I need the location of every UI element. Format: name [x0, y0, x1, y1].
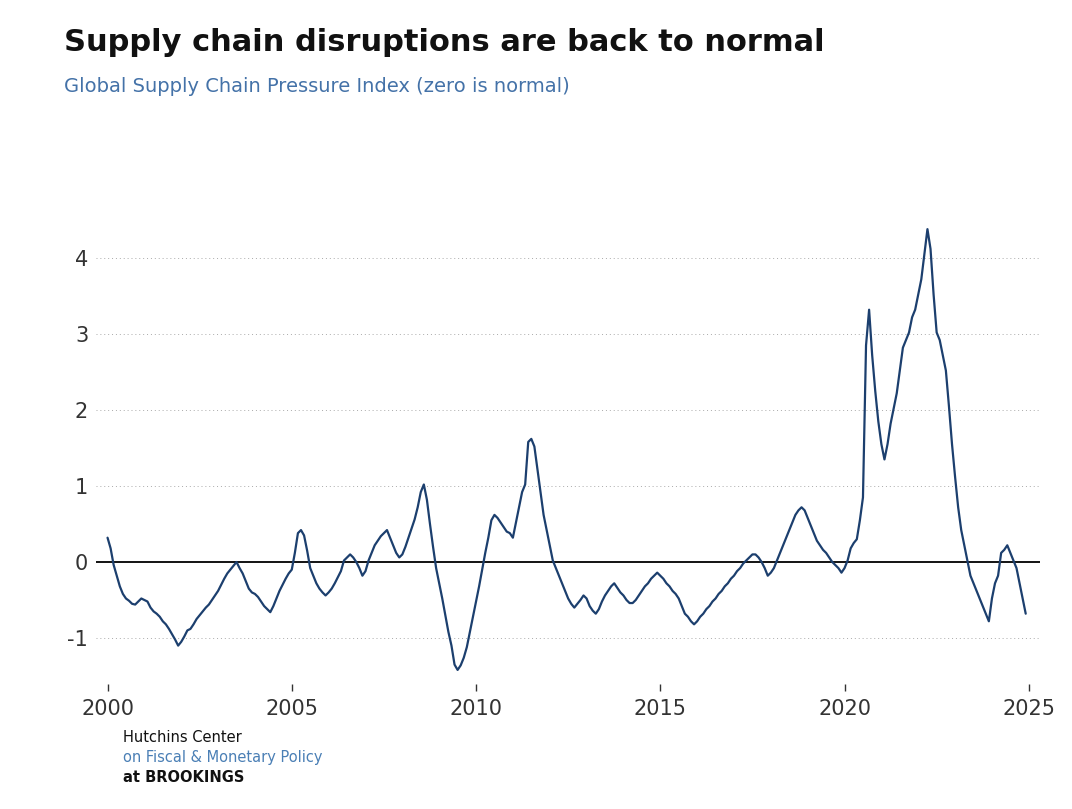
Text: Global Supply Chain Pressure Index (zero is normal): Global Supply Chain Pressure Index (zero… [64, 77, 570, 95]
Text: Supply chain disruptions are back to normal: Supply chain disruptions are back to nor… [64, 28, 825, 57]
Bar [76, 773, 90, 788]
Bar [58, 743, 108, 751]
Bar [58, 725, 71, 768]
Bar [95, 773, 108, 788]
Bar [95, 725, 108, 768]
Text: Hutchins Center: Hutchins Center [123, 730, 242, 745]
Text: on Fiscal & Monetary Policy: on Fiscal & Monetary Policy [123, 750, 323, 765]
Bar [58, 773, 71, 788]
Text: at BROOKINGS: at BROOKINGS [123, 770, 244, 786]
